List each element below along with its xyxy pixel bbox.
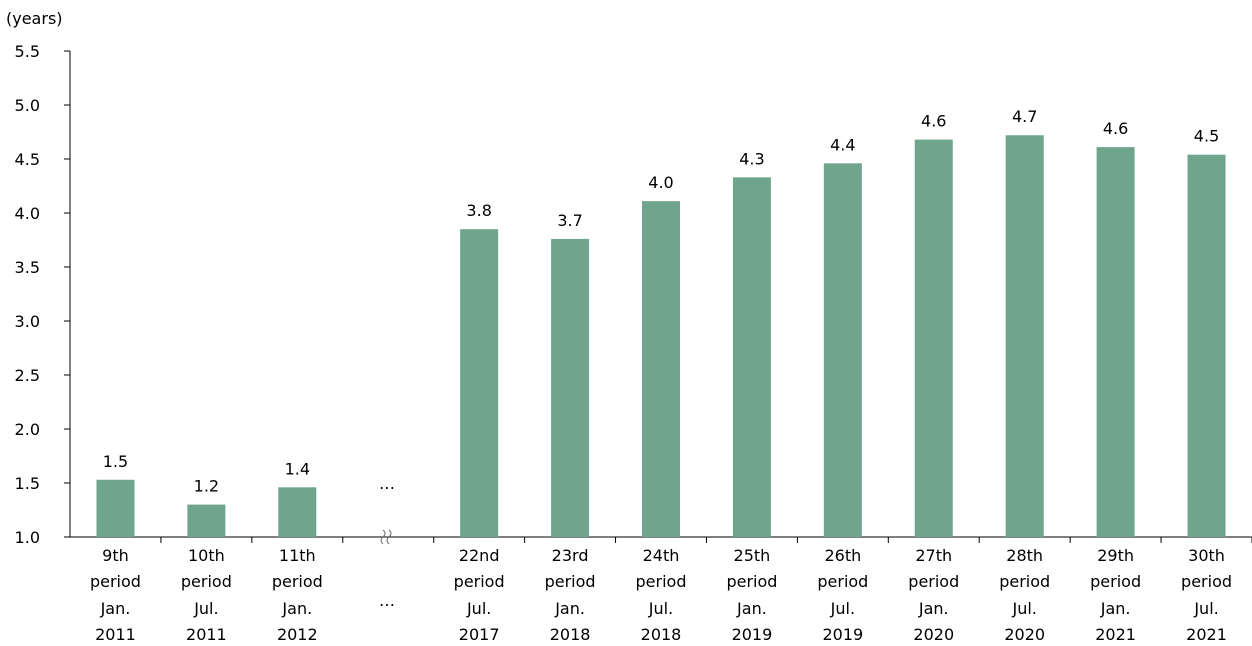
- data-label: 4.5: [1194, 127, 1219, 146]
- y-tick-label: 5.0: [15, 96, 40, 115]
- bar: [642, 201, 680, 537]
- x-tick-label-period: 27th: [915, 546, 952, 565]
- axis-label-ellipsis: …: [379, 591, 395, 610]
- x-tick-label-month: Jan.: [100, 599, 131, 618]
- x-tick-label-month: Jul.: [193, 599, 218, 618]
- data-label: 4.3: [739, 149, 764, 168]
- x-tick-label-year: 2018: [641, 625, 682, 644]
- x-tick-label-line2: period: [636, 572, 687, 591]
- x-tick-label-period: 23rd: [552, 546, 589, 565]
- bar: [187, 504, 226, 537]
- y-axis-ticks: 1.0 1.5 2.0 2.5 3.0 3.5 4.0 4.5 5.0 5.5: [15, 42, 70, 547]
- x-tick-label-line2: period: [726, 572, 777, 591]
- x-tick-label-month: Jul.: [1193, 599, 1218, 618]
- data-label: 4.0: [648, 173, 673, 192]
- x-tick-label-year: 2011: [186, 625, 227, 644]
- x-tick-label-line2: period: [1181, 572, 1232, 591]
- y-tick-label: 2.5: [15, 366, 40, 385]
- data-label: 3.7: [557, 211, 582, 230]
- x-tick-label-period: 10th: [188, 546, 225, 565]
- data-label: 1.2: [194, 477, 219, 496]
- x-tick-label-period: 25th: [734, 546, 771, 565]
- x-tick-label-month: Jan.: [1100, 599, 1131, 618]
- y-tick-label: 4.0: [15, 204, 40, 223]
- x-tick-label-month: Jul.: [1011, 599, 1036, 618]
- x-tick-label-year: 2019: [732, 625, 773, 644]
- y-tick-label: 1.5: [15, 474, 40, 493]
- data-label: 4.6: [921, 112, 946, 131]
- x-tick-label-period: 24th: [643, 546, 680, 565]
- bar: [1187, 154, 1226, 537]
- bar: [1096, 147, 1135, 537]
- axis-break-ellipsis: …: [379, 474, 395, 493]
- y-tick-label: 2.0: [15, 420, 40, 439]
- x-tick-label-line2: period: [545, 572, 596, 591]
- x-tick-label-line2: period: [817, 572, 868, 591]
- x-tick-label-line2: period: [272, 572, 323, 591]
- x-tick-label-line2: period: [908, 572, 959, 591]
- axis-break: … …: [379, 474, 395, 610]
- x-tick-label-year: 2020: [1004, 625, 1045, 644]
- x-tick-label-year: 2021: [1095, 625, 1136, 644]
- x-tick-label-line2: period: [181, 572, 232, 591]
- y-axis-label: (years): [6, 9, 63, 28]
- x-tick-label-year: 2011: [95, 625, 136, 644]
- x-tick-label-line2: period: [1090, 572, 1141, 591]
- bar: [1005, 135, 1044, 538]
- x-tick-label-year: 2018: [550, 625, 591, 644]
- bar: [914, 139, 953, 537]
- y-tick-label: 1.0: [15, 528, 40, 547]
- x-tick-label-period: 29th: [1097, 546, 1134, 565]
- y-tick-label: 3.0: [15, 312, 40, 331]
- bar: [278, 487, 317, 537]
- y-tick-label: 5.5: [15, 42, 40, 61]
- bar: [732, 177, 771, 538]
- x-tick-label-month: Jul.: [830, 599, 855, 618]
- bar: [460, 229, 499, 537]
- x-axis-labels: 9th period Jan. 2011 10th period Jul. 2011 11th p…: [90, 537, 1252, 644]
- x-tick-label-month: Jan.: [554, 599, 585, 618]
- x-tick-label-month: Jan.: [918, 599, 949, 618]
- x-tick-label-month: Jan.: [736, 599, 767, 618]
- bar: [551, 238, 590, 538]
- x-tick-label-period: 22nd: [459, 546, 500, 565]
- y-tick-label: 4.5: [15, 150, 40, 169]
- x-tick-label-year: 2021: [1186, 625, 1227, 644]
- x-tick-label-year: 2012: [277, 625, 318, 644]
- x-tick-label-line2: period: [454, 572, 505, 591]
- x-tick-label-period: 30th: [1188, 546, 1225, 565]
- data-label: 1.5: [103, 452, 128, 471]
- x-tick-label-period: 26th: [824, 546, 861, 565]
- x-tick-label-line2: period: [999, 572, 1050, 591]
- x-tick-label-month: Jul.: [648, 599, 673, 618]
- axis-break-mark: [380, 529, 392, 545]
- x-tick-label-period: 11th: [279, 546, 316, 565]
- x-tick-label-period: 9th: [102, 546, 129, 565]
- x-tick-label-year: 2017: [459, 625, 500, 644]
- bar: [96, 479, 135, 537]
- y-tick-label: 3.5: [15, 258, 40, 277]
- x-tick-label-period: 28th: [1006, 546, 1043, 565]
- x-tick-label-month: Jul.: [466, 599, 491, 618]
- data-label: 4.6: [1103, 119, 1128, 138]
- x-tick-label-month: Jan.: [281, 599, 312, 618]
- bar: [823, 163, 862, 537]
- x-tick-label-year: 2019: [822, 625, 863, 644]
- data-label: 4.4: [830, 135, 855, 154]
- bars: 1.5 1.2 1.4 3.8 3.7 4.0 4.3 4.4 4.6 4.7 4.6 4.5: [96, 107, 1226, 538]
- x-tick-label-line2: period: [90, 572, 141, 591]
- data-label: 1.4: [285, 459, 310, 478]
- data-label: 4.7: [1012, 107, 1037, 126]
- x-tick-label-year: 2020: [913, 625, 954, 644]
- data-label: 3.8: [466, 201, 491, 220]
